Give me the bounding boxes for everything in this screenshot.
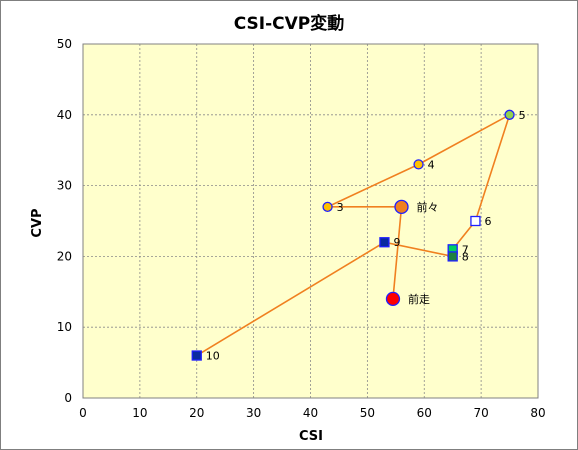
data-point-label: 5: [519, 109, 526, 122]
data-point-label: 10: [206, 350, 220, 363]
data-markers: [191, 109, 515, 361]
axes: [82, 43, 539, 399]
data-point-marker: [504, 109, 515, 120]
data-point-marker: [322, 201, 333, 212]
x-tick-label: 80: [530, 406, 545, 420]
plot-border: [82, 43, 539, 399]
data-point-label: 前々: [417, 200, 439, 214]
y-tick-label: 50: [57, 37, 72, 51]
x-tick-label: 20: [189, 406, 204, 420]
y-axis-label: CVP: [30, 208, 45, 237]
data-point-label: 3: [337, 201, 344, 214]
x-tick-label: 10: [132, 406, 147, 420]
data-point-label: 前走: [408, 292, 430, 306]
series-line: [196, 113, 511, 357]
y-tick-label: 30: [57, 179, 72, 193]
x-tick-label: 60: [417, 406, 432, 420]
data-point-marker: [394, 199, 409, 214]
x-axis-label: CSI: [299, 429, 323, 444]
data-point-marker: [447, 251, 458, 262]
data-point-marker: [191, 350, 202, 361]
data-point-marker: [385, 291, 401, 307]
y-tick-label: 0: [64, 391, 72, 405]
chart-title: CSI-CVP変動: [234, 13, 345, 34]
point-labels: 前走 前々 3 4 5 6 78 9 10: [206, 109, 526, 363]
data-point-label: 9: [393, 236, 400, 249]
y-tick-label: 40: [57, 108, 72, 122]
data-point-label: 6: [484, 215, 491, 228]
data-point-marker: [470, 215, 481, 227]
data-point-label: 4: [428, 158, 435, 171]
series-connector: [196, 113, 511, 357]
data-point-label: 8: [462, 250, 469, 263]
x-tick-label: 70: [473, 406, 488, 420]
data-point-marker: [413, 159, 424, 170]
x-tick-label: 0: [79, 406, 87, 420]
data-point-marker: [379, 237, 390, 248]
x-tick-label: 40: [303, 406, 318, 420]
x-tick-label: 30: [246, 406, 261, 420]
grid-lines: [83, 44, 538, 398]
tick-labels: 0 10 20 30 40 50 60 70 80 0 10 20 30 40 50: [57, 37, 546, 420]
data-point-label: 7: [462, 243, 469, 256]
x-tick-label: 50: [360, 406, 375, 420]
y-tick-label: 10: [57, 320, 72, 334]
y-tick-label: 20: [57, 249, 72, 263]
